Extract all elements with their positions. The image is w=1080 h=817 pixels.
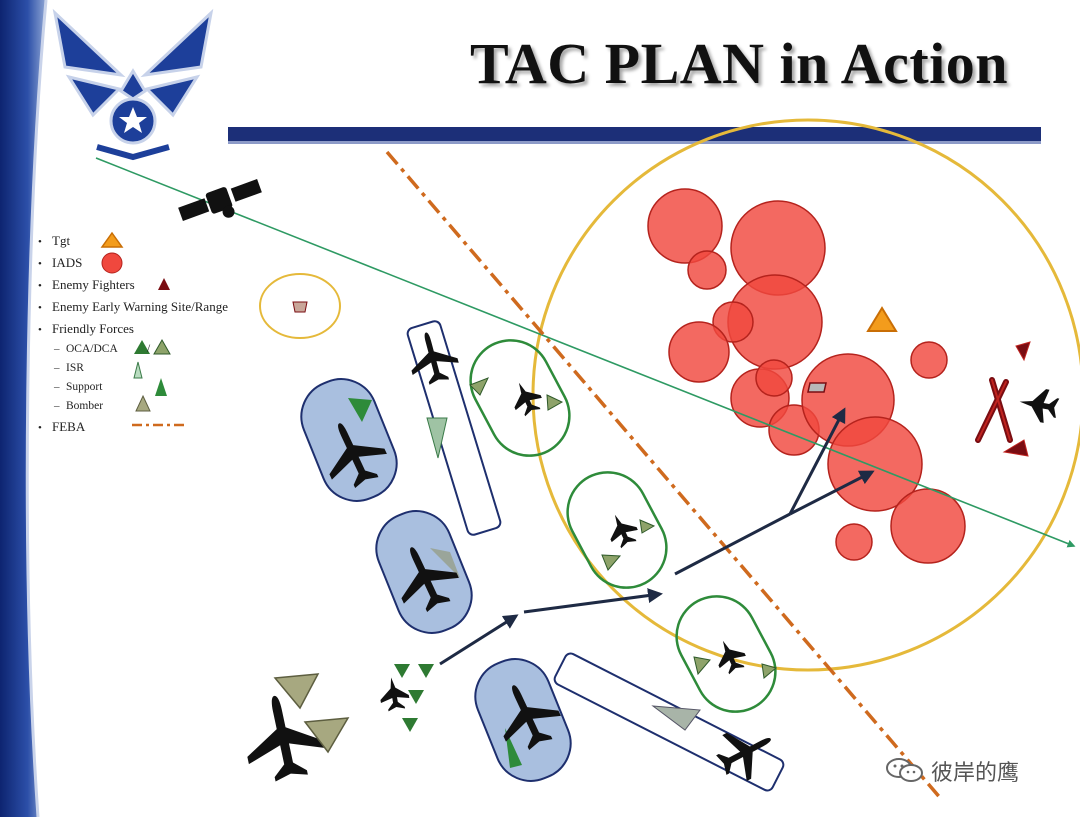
cap-orbit-2 — [566, 471, 668, 589]
satellite-track-line — [95, 157, 1076, 548]
air-force-logo-icon — [52, 8, 214, 161]
fighter-icon-2 — [601, 508, 642, 551]
enemy-aircraft-icon — [1016, 385, 1061, 425]
target-icon — [866, 306, 898, 332]
legend-label: OCA/DCA — [66, 343, 118, 355]
bomber-triangles — [273, 673, 350, 754]
strike-fighter-icon — [376, 674, 411, 713]
isr-track-1 — [406, 320, 502, 536]
legend-item-feba: • FEBA — [38, 419, 86, 434]
oca-dca-triangle-icon — [134, 340, 150, 354]
legend-subitem-oca-dca: – OCA/DCA / — [38, 340, 338, 359]
legend-item-tgt: • Tgt — [38, 233, 71, 248]
early-warning-site-icon — [292, 301, 308, 313]
feba-line — [385, 150, 944, 802]
wechat-icon — [886, 758, 923, 782]
legend-separator: / — [147, 343, 151, 355]
legend: • Tgt • IADS • Enemy Fighters • Enemy Early … — [38, 230, 338, 438]
legend-item-friendly-forces: • Friendly Forces — [38, 321, 134, 336]
cap-orbit-1 — [469, 339, 571, 457]
attack-route — [439, 407, 875, 666]
early-warning-site-icon — [807, 382, 827, 393]
legend-subitem-bomber: – Bomber — [54, 400, 104, 412]
enemy-fighters — [1002, 341, 1031, 457]
legend-label: Enemy Early Warning Site/Range — [52, 299, 228, 314]
legend-item-iads: • IADS — [38, 255, 83, 270]
left-band — [0, 0, 46, 817]
legend-label: Bomber — [66, 400, 104, 412]
strike-package-triangles — [394, 664, 434, 732]
target-triangle-icon — [100, 231, 124, 248]
legend-item-enemy-fighters: • Enemy Fighters — [38, 277, 135, 292]
legend-item-early-warning: • Enemy Early Warning Site/Range — [38, 299, 228, 314]
slide-title: TAC PLAN in Action — [470, 31, 1009, 96]
legend-label: Tgt — [52, 233, 71, 248]
legend-label: Friendly Forces — [52, 321, 134, 336]
enemy-fighter-icon — [158, 278, 170, 290]
watermark-text: 彼岸的鹰 — [931, 761, 1020, 786]
oca-dca-triangle-icon-2 — [153, 338, 171, 355]
legend-label: IADS — [52, 255, 83, 270]
iads-circle-icon — [101, 252, 123, 274]
legend-label: ISR — [66, 362, 84, 374]
legend-label: FEBA — [52, 419, 86, 434]
support-triangle-icon — [155, 378, 167, 396]
fighter-icon-1 — [505, 376, 546, 419]
fighter-icon-3 — [709, 634, 750, 677]
early-warning-range-icon — [259, 273, 341, 339]
legend-subitem-support: – Support — [54, 381, 103, 393]
friendly-orbit-triangles — [469, 377, 778, 679]
bomber-triangle-icon — [135, 394, 151, 412]
iads-cluster — [647, 188, 966, 564]
isr-triangle-icon — [133, 361, 143, 379]
isr-track-2 — [553, 652, 785, 792]
legend-label: Support — [66, 381, 103, 393]
legend-subitem-isr: – ISR — [54, 362, 84, 374]
legend-label: Enemy Fighters — [52, 277, 135, 292]
title-bar — [228, 127, 1041, 141]
cap-orbit-3 — [675, 595, 777, 713]
satellite-icon — [178, 179, 262, 221]
